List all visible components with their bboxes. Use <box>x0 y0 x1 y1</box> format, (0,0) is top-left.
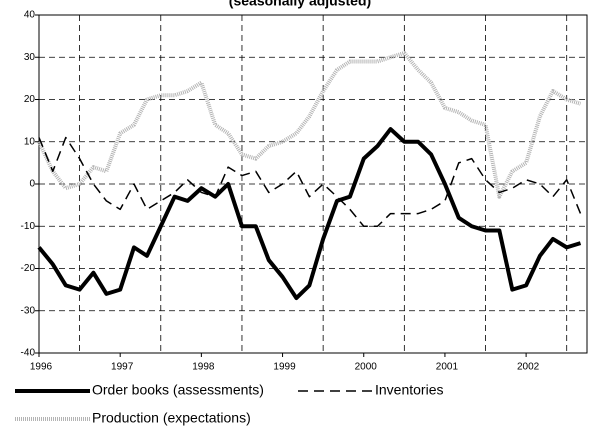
x-tick-label: 1998 <box>192 362 215 373</box>
x-tick-label: 1996 <box>30 362 53 373</box>
y-tick-label: -30 <box>21 305 36 316</box>
y-tick-label: 10 <box>24 136 36 147</box>
series-line <box>37 51 582 199</box>
plot-frame <box>38 14 588 354</box>
x-tick-label: 2000 <box>355 362 378 373</box>
y-tick-label: -40 <box>21 348 36 359</box>
legend-label: Order books (assessments) <box>92 382 264 398</box>
y-tick-label: -10 <box>21 221 36 232</box>
chart-title: (seasonally adjusted) <box>229 0 371 9</box>
y-tick-label: 0 <box>29 179 35 190</box>
x-tick-label: 2001 <box>436 362 459 373</box>
legend-label: Production (expectations) <box>92 410 251 426</box>
series-line <box>38 136 582 227</box>
x-tick-label: 1997 <box>111 362 134 373</box>
series-line <box>37 127 582 301</box>
y-tick-label: 20 <box>24 94 36 105</box>
y-tick-label: -20 <box>21 263 36 274</box>
legend-label: Inventories <box>375 382 443 398</box>
x-tick-label: 1999 <box>273 362 296 373</box>
y-tick-label: 40 <box>24 10 36 21</box>
y-tick-label: 30 <box>24 52 36 63</box>
x-tick-label: 2002 <box>517 362 540 373</box>
